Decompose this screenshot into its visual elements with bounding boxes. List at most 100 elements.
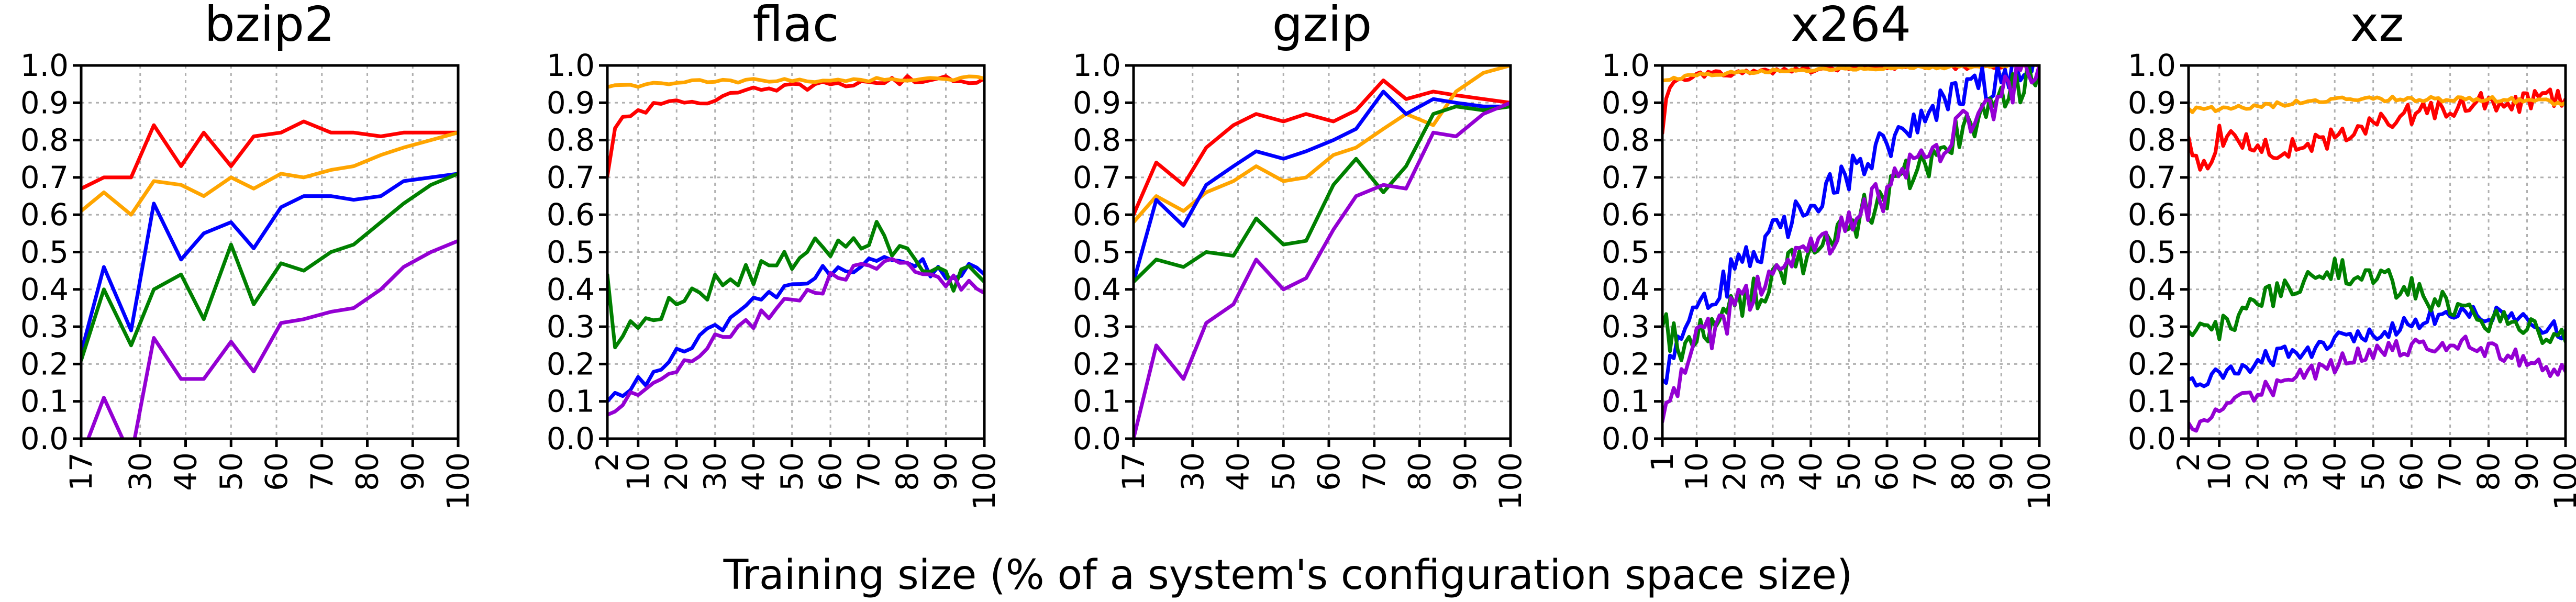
series-group: [2189, 87, 2566, 433]
ytick-label: 0.6: [547, 197, 595, 232]
ytick-label: 0.6: [1602, 197, 1650, 232]
ytick-label: 0.1: [2128, 384, 2176, 419]
xtick-label: 10: [1679, 452, 1714, 491]
xtick-label: 90: [1983, 452, 2019, 491]
grid: [606, 64, 985, 440]
ytick-label: 0.3: [2128, 309, 2176, 344]
series-line-2: [2189, 94, 2566, 114]
ytick-label: 0.3: [547, 309, 595, 344]
xtick-label: 100: [967, 452, 1002, 510]
chart-title: xz: [2350, 0, 2404, 52]
xtick-label: 80: [1946, 452, 1981, 491]
ytick-label: 0.9: [547, 85, 595, 120]
xtick-label: 60: [813, 452, 848, 491]
xtick-label: 60: [259, 452, 294, 491]
xtick-label: 30: [123, 452, 158, 491]
ytick-label: 0.3: [1073, 309, 1121, 344]
ytick-label: 0.4: [1602, 272, 1650, 307]
ytick-label: 0.4: [2128, 272, 2176, 307]
ytick-label: 0.9: [1073, 85, 1121, 120]
ytick-label: 0.9: [1602, 85, 1650, 120]
xtick-label: 50: [774, 452, 810, 491]
series-line-3: [81, 172, 458, 355]
series-line-1: [2189, 87, 2566, 172]
xtick-label: 70: [1907, 452, 1943, 491]
xtick-label: 50: [1265, 452, 1301, 491]
ytick-label: 0.0: [1073, 421, 1121, 456]
series-line-1: [1134, 79, 1511, 217]
ytick-label: 1.0: [547, 48, 595, 83]
ytick-label: 0.1: [1073, 384, 1121, 419]
xtick-label: 80: [350, 452, 385, 491]
plot-frame: [80, 64, 460, 440]
ytick-label: 0.8: [547, 122, 595, 158]
series-group: [1134, 65, 1511, 439]
xtick-label: 90: [395, 452, 430, 491]
xtick-label: 50: [2356, 452, 2391, 491]
grid: [80, 64, 459, 440]
panels: 0.00.10.20.30.40.50.60.70.80.91.017 30 40 5…: [20, 0, 2576, 510]
xtick-label: 80: [1402, 452, 1438, 491]
chart-panel-bzip2: 0.00.10.20.30.40.50.60.70.80.91.0 17 30 40 5…: [20, 0, 476, 510]
xtick-label: 20: [659, 452, 694, 491]
series-line-5: [1662, 65, 2039, 424]
ytick-label: 1.0: [2128, 48, 2176, 83]
ytick-label: 0.0: [1602, 421, 1650, 456]
chart-title: bzip2: [204, 0, 335, 52]
ytick-label: 0.2: [1073, 346, 1121, 382]
series-line-1: [607, 74, 984, 179]
ytick-label: 0.4: [20, 272, 69, 307]
xtick-label: 30: [2279, 452, 2314, 491]
ytick-label: 0.8: [1073, 122, 1121, 158]
ytick-label: 0.4: [547, 272, 595, 307]
ytick-label: 0.2: [2128, 346, 2176, 382]
xtick-label: 80: [2471, 452, 2506, 491]
xtick-label: 20: [1717, 452, 1752, 491]
series-line-2: [607, 74, 984, 89]
xtick-label: 100: [2548, 452, 2576, 510]
xtick-label: 70: [304, 452, 340, 491]
ytick-label: 0.7: [1602, 160, 1650, 195]
ytick-label: 0.5: [547, 235, 595, 270]
xtick-label: 50: [1831, 452, 1867, 491]
grid: [1661, 64, 2040, 440]
ytick-label: 0.7: [2128, 160, 2176, 195]
series-line-3: [1662, 65, 2039, 385]
ytick-label: 0.2: [547, 346, 595, 382]
xtick-label: 10: [620, 452, 656, 491]
ytick-label: 0.9: [20, 85, 69, 120]
series-line-4: [1134, 104, 1511, 284]
ytick-label: 0.1: [1602, 384, 1650, 419]
xtick-label: 40: [1793, 452, 1829, 491]
ytick-label: 0.3: [20, 309, 69, 344]
xtick-label: 17: [1116, 452, 1151, 491]
xtick-label: 30: [697, 452, 733, 491]
ytick-label: 0.5: [2128, 235, 2176, 270]
ytick-label: 1.0: [20, 48, 69, 83]
plot-frame: [1661, 64, 2041, 440]
ytick-label: 0.4: [1073, 272, 1121, 307]
chart-title: x264: [1791, 0, 1911, 52]
ytick-label: 0.7: [20, 160, 69, 195]
series-line-5: [86, 239, 458, 439]
ytick-label: 0.2: [1602, 346, 1650, 382]
xtick-label: 20: [2240, 452, 2275, 491]
series-line-4: [81, 172, 458, 362]
xtick-label: 30: [1175, 452, 1211, 491]
series-line-1: [81, 119, 458, 191]
xtick-label: 50: [213, 452, 249, 491]
xtick-label: 40: [168, 452, 204, 491]
chart-panel-gzip: 0.00.10.20.30.40.50.60.70.80.91.0 17 30 40 5…: [1073, 0, 1528, 510]
chart-panel-x264: 0.00.10.20.30.40.50.60.70.80.91.0 110 20 30…: [1602, 0, 2057, 510]
series-line-3: [607, 255, 984, 404]
xtick-label: 100: [1493, 452, 1528, 510]
xtick-label: 60: [1311, 452, 1347, 491]
xtick-label: 60: [2394, 452, 2429, 491]
ytick-label: 0.3: [1602, 309, 1650, 344]
xtick-label: 2: [2171, 452, 2206, 472]
ytick-label: 0.1: [547, 384, 595, 419]
xtick-label: 70: [851, 452, 887, 491]
ytick-label: 0.7: [547, 160, 595, 195]
xtick-label: 70: [1357, 452, 1392, 491]
ytick-label: 0.1: [20, 384, 69, 419]
